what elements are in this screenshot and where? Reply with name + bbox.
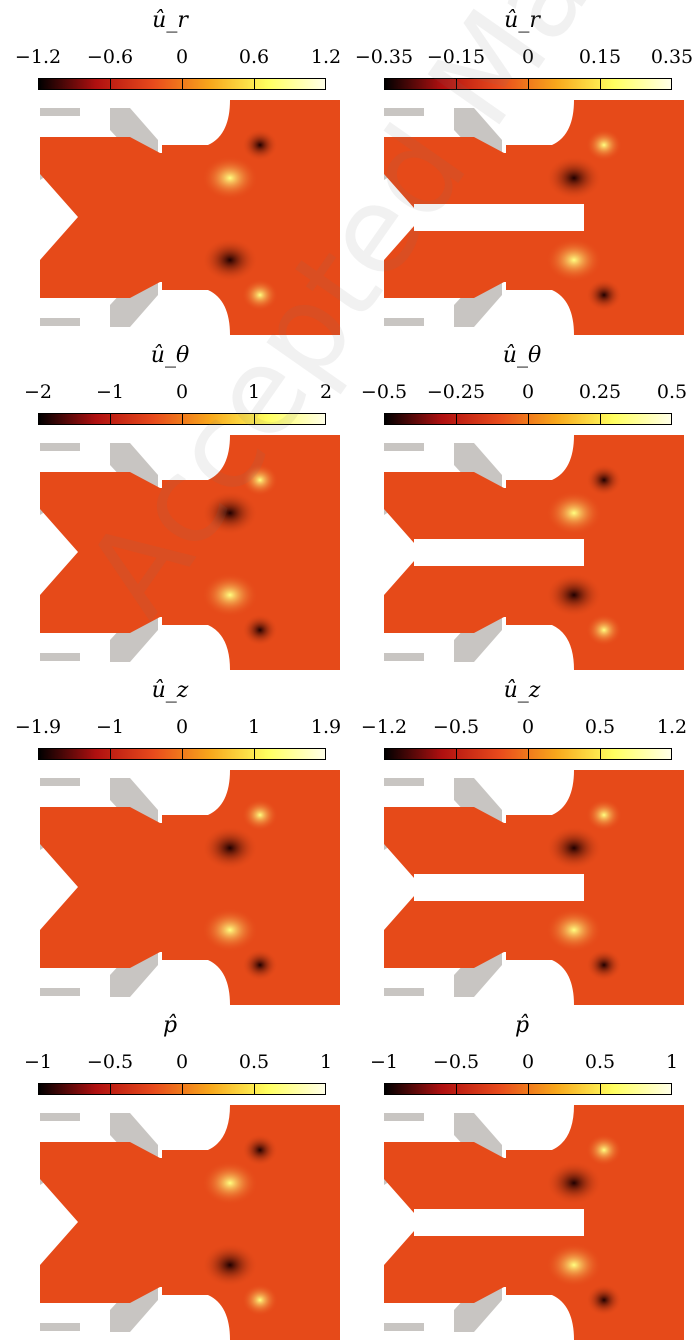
tick-label: 0.5 bbox=[238, 1051, 270, 1073]
colorbar-ticks: −0.35 −0.15 0 0.15 0.35 bbox=[352, 46, 694, 74]
tick-label: 0 bbox=[175, 381, 189, 403]
tick-label: −0.5 bbox=[86, 1051, 134, 1073]
colorbar-ticks: −1.2 −0.5 0 0.5 1.2 bbox=[352, 716, 692, 744]
colorbar-ticks: −1.2 −0.6 0 0.6 1.2 bbox=[0, 46, 342, 74]
colorbar bbox=[38, 748, 326, 760]
colorbar-ticks: −1.9 −1 0 1 1.9 bbox=[0, 716, 342, 744]
tick-label: 0 bbox=[175, 1051, 189, 1073]
tick-label: 0.15 bbox=[578, 46, 622, 68]
panel-title: p̂ bbox=[514, 1013, 530, 1038]
tick-label: −1 bbox=[23, 1051, 53, 1073]
tick-label: −1 bbox=[369, 1051, 399, 1073]
tick-label: −1.2 bbox=[14, 46, 62, 68]
tick-label: 0 bbox=[175, 716, 189, 738]
tick-label: −0.5 bbox=[360, 381, 408, 403]
flow-field bbox=[384, 1105, 684, 1340]
flow-field bbox=[40, 770, 340, 1005]
tick-label: −0.35 bbox=[354, 46, 414, 68]
flow-field bbox=[384, 435, 684, 670]
colorbar-ticks: −2 −1 0 1 2 bbox=[0, 381, 340, 409]
tick-label: 0 bbox=[521, 716, 535, 738]
tick-label: 0.35 bbox=[650, 46, 694, 68]
flow-field bbox=[40, 100, 340, 335]
tick-label: 0.25 bbox=[578, 381, 622, 403]
tick-label: 1.2 bbox=[310, 46, 342, 68]
tick-label: −0.5 bbox=[432, 716, 480, 738]
tick-label: 0 bbox=[521, 46, 535, 68]
tick-label: 0 bbox=[521, 381, 535, 403]
colorbar bbox=[38, 1083, 326, 1095]
colorbar bbox=[384, 748, 672, 760]
tick-label: 0.5 bbox=[656, 381, 688, 403]
colorbar bbox=[384, 413, 672, 425]
tick-label: 1 bbox=[665, 1051, 679, 1073]
tick-label: 0 bbox=[521, 1051, 535, 1073]
tick-label: 1 bbox=[247, 716, 261, 738]
colorbar bbox=[38, 413, 326, 425]
tick-label: −2 bbox=[23, 381, 53, 403]
tick-label: 2 bbox=[319, 381, 333, 403]
panel-title: p̂ bbox=[162, 1013, 178, 1038]
tick-label: 0.5 bbox=[584, 1051, 616, 1073]
panel-3: û_θ −2 −1 0 1 2 bbox=[0, 335, 340, 670]
tick-label: 0.6 bbox=[238, 46, 270, 68]
tick-label: 1.2 bbox=[656, 716, 688, 738]
tick-label: 1 bbox=[319, 1051, 333, 1073]
tick-label: −1.2 bbox=[360, 716, 408, 738]
flow-field bbox=[40, 435, 340, 670]
flow-field bbox=[384, 770, 684, 1005]
tick-label: −1.9 bbox=[14, 716, 62, 738]
panel-title: û_r bbox=[504, 8, 540, 33]
colorbar bbox=[38, 78, 326, 90]
panel-5: û_z −1.9 −1 0 1 1.9 bbox=[0, 670, 342, 1005]
tick-label: −1 bbox=[95, 716, 125, 738]
panel-title: û_θ bbox=[150, 343, 190, 368]
panel-1: û_r −1.2 −0.6 0 0.6 1.2 bbox=[0, 0, 342, 335]
colorbar bbox=[384, 78, 672, 90]
panel-8: p̂ −1 −0.5 0 0.5 1 bbox=[352, 1005, 692, 1340]
colorbar-ticks: −1 −0.5 0 0.5 1 bbox=[0, 1051, 340, 1079]
colorbar-ticks: −0.5 −0.25 0 0.25 0.5 bbox=[352, 381, 692, 409]
panel-4: û_θ −0.5 −0.25 0 0.25 0.5 bbox=[352, 335, 692, 670]
flow-field bbox=[40, 1105, 340, 1340]
tick-label: −0.15 bbox=[426, 46, 486, 68]
tick-label: 0.5 bbox=[584, 716, 616, 738]
panel-7: p̂ −1 −0.5 0 0.5 1 bbox=[0, 1005, 340, 1340]
panel-6: û_z −1.2 −0.5 0 0.5 1.2 bbox=[352, 670, 692, 1005]
tick-label: −0.6 bbox=[86, 46, 134, 68]
panel-2: û_r −0.35 −0.15 0 0.15 0.35 bbox=[352, 0, 694, 335]
tick-label: −1 bbox=[95, 381, 125, 403]
colorbar bbox=[384, 1083, 672, 1095]
panel-title: û_z bbox=[151, 678, 189, 703]
tick-label: 1 bbox=[247, 381, 261, 403]
tick-label: −0.25 bbox=[426, 381, 486, 403]
colorbar-ticks: −1 −0.5 0 0.5 1 bbox=[352, 1051, 692, 1079]
tick-label: 1.9 bbox=[310, 716, 342, 738]
panel-title: û_r bbox=[152, 8, 188, 33]
panel-title: û_θ bbox=[502, 343, 542, 368]
panel-title: û_z bbox=[503, 678, 541, 703]
flow-field bbox=[384, 100, 684, 335]
tick-label: 0 bbox=[175, 46, 189, 68]
tick-label: −0.5 bbox=[432, 1051, 480, 1073]
